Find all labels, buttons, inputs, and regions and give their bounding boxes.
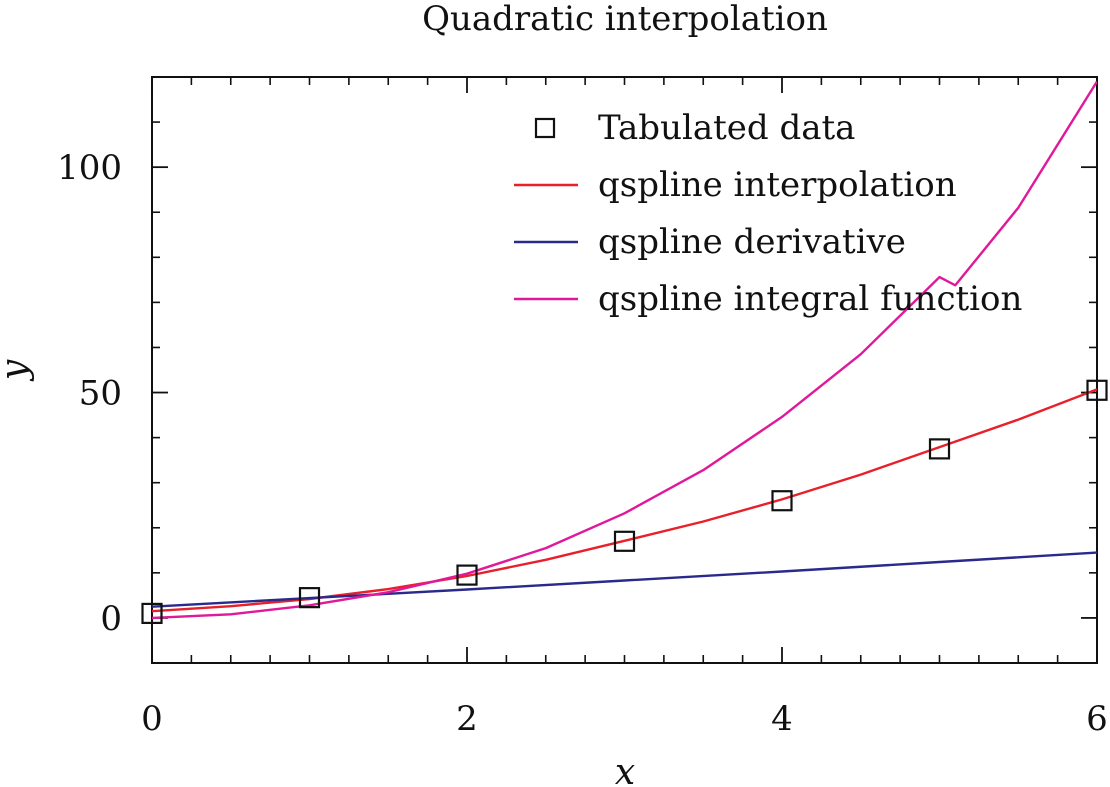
legend: Tabulated data qspline interpolation qspli… <box>514 108 1022 319</box>
y-tick-label: 100 <box>57 148 122 188</box>
data-point-marker <box>1086 379 1108 401</box>
marker-layer <box>141 379 1108 625</box>
series-layer <box>152 80 1097 620</box>
x-tick-label: 0 <box>141 699 163 739</box>
x-axis-label: x <box>615 752 635 787</box>
legend-label: qspline derivative <box>598 222 906 262</box>
data-point-marker <box>928 438 951 460</box>
y-tick-label: 50 <box>79 374 122 414</box>
y-axis-label: y <box>0 359 35 382</box>
chart-title: Quadratic interpolation <box>422 0 828 39</box>
y-tick-label: 0 <box>100 599 122 639</box>
x-tick-label: 4 <box>771 699 793 739</box>
series-line-qspline-interpolation <box>152 388 1097 613</box>
x-tick-label: 2 <box>456 699 478 739</box>
data-point-marker <box>298 587 321 609</box>
legend-label: Tabulated data <box>598 108 855 148</box>
series-line-qspline-derivative <box>152 551 1097 608</box>
data-point-marker <box>456 564 478 586</box>
data-point-marker <box>141 602 163 625</box>
legend-label: qspline integral function <box>598 279 1022 319</box>
data-point-marker <box>771 490 793 512</box>
axes: 0 2 4 6 0 50 100 <box>57 76 1108 739</box>
legend-label: qspline interpolation <box>598 165 957 205</box>
legend-marker <box>534 117 556 139</box>
x-tick-label: 6 <box>1086 699 1108 739</box>
series-line-qspline-integral-function <box>152 80 1097 620</box>
data-point-marker <box>613 530 636 552</box>
